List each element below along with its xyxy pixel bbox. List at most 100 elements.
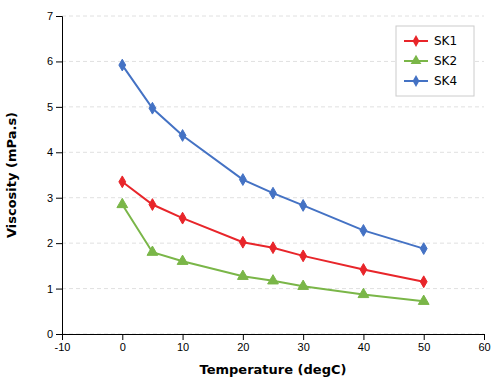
grid-line [62,61,484,62]
tick-mark [303,334,304,340]
tick-mark [183,334,184,340]
data-point [239,174,246,186]
data-point [420,243,427,255]
y-axis: 0 1 2 3 4 5 6 7 [47,10,63,340]
axis-domain [63,335,485,341]
tick: 10 [177,334,189,353]
tick: 7 [47,10,62,22]
data-point [358,288,369,297]
tick-mark [56,243,62,244]
grid-line [62,288,484,289]
tick-label: 5 [47,101,53,113]
series-line [122,182,423,282]
tick: 2 [47,237,62,249]
x-axis: -10 0 10 20 30 40 50 60 [55,334,491,353]
tick-label: 50 [418,341,430,353]
data-point [270,187,277,199]
tick: 20 [237,334,249,353]
legend-item: SK1 [404,34,457,48]
tick: 6 [47,55,62,67]
tick-mark [56,107,62,108]
tick-label: 2 [47,237,53,249]
grid-line [62,152,484,153]
legend-marker [411,55,422,64]
data-point [149,199,156,211]
tick-mark [56,61,62,62]
tick-mark [56,334,62,335]
tick: 5 [47,101,62,113]
tick-mark [56,289,62,290]
legend-marker [413,75,420,87]
data-point [119,59,126,71]
legend-label: SK1 [434,34,457,48]
series-line [122,65,423,249]
tick-label: 4 [47,146,53,158]
tick-label: 60 [478,341,490,353]
legend-frame [396,26,474,96]
tick: 40 [358,334,370,353]
tick: -10 [55,334,71,353]
legend-label: SK4 [434,74,457,88]
tick: 50 [418,334,430,353]
data-point [268,275,279,284]
legend-marker [413,35,420,47]
tick-label: 3 [47,192,53,204]
data-point [117,198,128,207]
data-point [147,246,158,255]
tick-label: 6 [47,55,53,67]
data-point [237,270,248,279]
tick-label: 30 [298,341,310,353]
tick-mark [424,334,425,340]
grid-line [62,106,484,107]
tick-mark [56,198,62,199]
tick-mark [243,334,244,340]
tick-mark [484,334,485,340]
tick: 3 [47,192,62,204]
data-point [149,102,156,114]
series-line [122,205,423,302]
grid [62,16,484,334]
data-point [298,280,309,289]
tick-label: -10 [55,341,71,353]
data-point [177,255,188,264]
tick: 30 [298,334,310,353]
chart: -10010203040506001234567SK1SK2SK4Tempera… [0,0,500,386]
tick-label: 0 [47,328,53,340]
data-point [270,242,277,254]
data-point [239,236,246,248]
tick: 4 [47,146,62,158]
data-point [179,212,186,224]
legend-item: SK4 [404,74,457,88]
tick-label: 1 [47,283,53,295]
tick-label: 10 [177,341,189,353]
tick: 60 [478,334,490,353]
data-point [300,250,307,262]
legend: SK1 SK2 SK4 [396,26,474,96]
data-point [119,176,126,188]
tick-label: 20 [237,341,249,353]
axis-domain [56,17,63,335]
grid-line [62,16,484,17]
data-point [300,200,307,212]
y-axis-label: Viscosity (mPa.s) [4,112,19,238]
tick-label: 40 [358,341,370,353]
tick-mark [56,152,62,153]
data-point [360,264,367,276]
data-point [420,276,427,288]
tick: 0 [47,328,62,340]
tick-mark [56,16,62,17]
tick: 0 [120,334,126,353]
tick-label: 0 [120,341,126,353]
data-point [179,130,186,142]
plot: -10010203040506001234567SK1SK2SK4 [47,10,491,353]
data-point [360,225,367,237]
tick: 1 [47,283,62,295]
marks [117,59,429,304]
tick-mark [122,334,123,340]
tick-mark [363,334,364,340]
x-axis-label: Temperature (degC) [200,362,347,377]
data-point [418,295,429,304]
tick-label: 7 [47,10,53,22]
legend-item: SK2 [404,54,457,68]
legend-label: SK2 [434,54,457,68]
